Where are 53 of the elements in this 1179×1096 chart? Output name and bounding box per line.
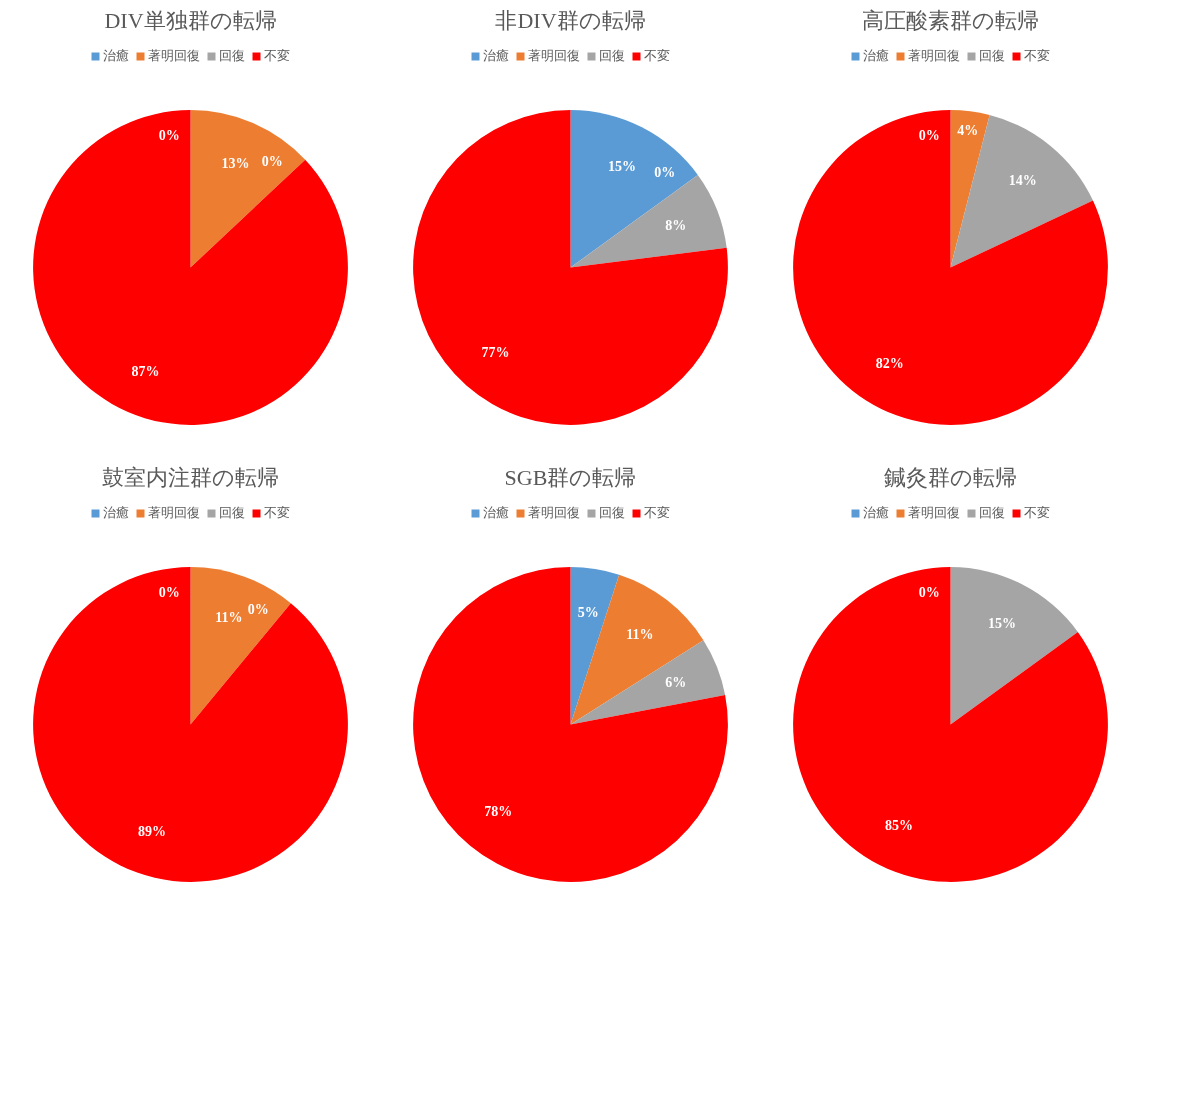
legend-label: 回復 (599, 47, 625, 65)
legend-label: 著明回復 (528, 47, 580, 65)
data-label: 77% (481, 345, 510, 361)
data-label: 14% (1008, 172, 1037, 188)
legend-label: 治癒 (103, 504, 129, 522)
data-label: 15% (607, 159, 636, 175)
legend-label: 不変 (264, 47, 290, 65)
legend-label: 著明回復 (528, 504, 580, 522)
data-label: 6% (665, 675, 687, 691)
text: 0% (918, 127, 940, 143)
legend-label: 不変 (264, 504, 290, 522)
text: 0% (158, 584, 180, 600)
legend-label: 回復 (979, 504, 1005, 522)
data-label: 85% (885, 817, 914, 833)
legend-label: 治癒 (863, 504, 889, 522)
data-label: 5% (577, 605, 599, 621)
legend-label: 不変 (644, 47, 670, 65)
legend-label: 不変 (644, 504, 670, 522)
data-label: 11% (215, 610, 243, 626)
chart-title: DIV単独群の転帰 (104, 7, 277, 33)
legend-label: 著明回復 (908, 504, 960, 522)
chart-title: 鼓室内注群の転帰 (102, 464, 279, 490)
text: 0% (261, 154, 283, 170)
data-label: 82% (875, 355, 904, 371)
legend-label: 治癒 (483, 504, 509, 522)
data-label: 13% (221, 155, 250, 171)
data-label: 8% (665, 218, 687, 234)
legend-label: 回復 (979, 47, 1005, 65)
chart-title: SGB群の転帰 (504, 464, 637, 490)
legend-label: 治癒 (483, 47, 509, 65)
data-label: 15% (987, 616, 1016, 632)
legend-label: 不変 (1024, 47, 1050, 65)
legend-label: 著明回復 (148, 504, 200, 522)
text: 0% (158, 127, 180, 143)
legend-label: 治癒 (863, 47, 889, 65)
legend-label: 著明回復 (148, 47, 200, 65)
data-label: 89% (138, 823, 167, 839)
text: 0% (654, 165, 676, 181)
legend-label: 治癒 (103, 47, 129, 65)
legend-label: 回復 (599, 504, 625, 522)
legend-label: 著明回復 (908, 47, 960, 65)
chart-title: 鍼灸群の転帰 (884, 464, 1017, 490)
chart-title: 高圧酸素群の転帰 (862, 7, 1039, 33)
data-label: 11% (626, 627, 654, 643)
legend-label: 不変 (1024, 504, 1050, 522)
chart-title: 非DIV群の転帰 (495, 7, 646, 33)
data-label: 4% (957, 122, 979, 138)
text: 0% (918, 584, 940, 600)
text: 0% (247, 601, 269, 617)
legend-label: 回復 (219, 504, 245, 522)
data-label: 87% (131, 364, 160, 380)
data-label: 78% (484, 804, 513, 820)
legend-label: 回復 (219, 47, 245, 65)
